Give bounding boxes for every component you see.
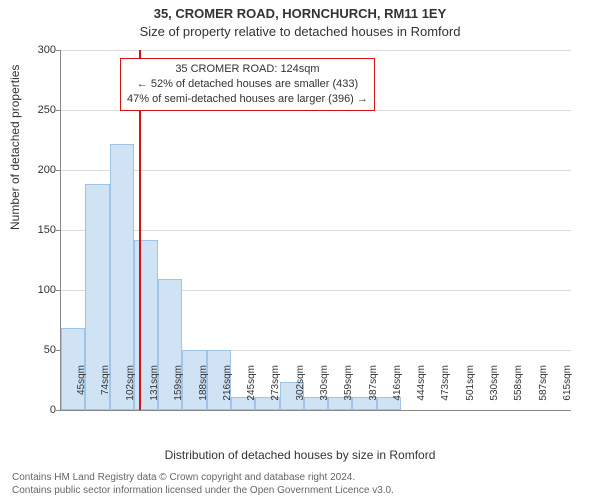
y-tick-mark <box>56 410 61 411</box>
x-tick-label: 501sqm <box>465 365 476 415</box>
annotation-line2: ← 52% of detached houses are smaller (43… <box>127 77 368 92</box>
histogram-chart: 35 CROMER ROAD: 124sqm ← 52% of detached… <box>60 50 570 410</box>
x-tick-label: 558sqm <box>513 365 524 415</box>
y-tick-label: 300 <box>38 44 56 56</box>
y-tick-label: 50 <box>44 344 56 356</box>
gridline <box>61 170 571 171</box>
x-tick-label: 587sqm <box>538 365 549 415</box>
footer-copyright-2: Contains public sector information licen… <box>12 485 394 496</box>
x-tick-label: 359sqm <box>343 365 354 415</box>
x-axis-label: Distribution of detached houses by size … <box>0 448 600 462</box>
x-tick-label: 530sqm <box>489 365 500 415</box>
footer-copyright-1: Contains HM Land Registry data © Crown c… <box>12 472 355 483</box>
y-tick-label: 150 <box>38 224 56 236</box>
x-tick-label: 159sqm <box>173 365 184 415</box>
gridline <box>61 50 571 51</box>
y-tick-label: 250 <box>38 104 56 116</box>
x-tick-label: 302sqm <box>295 365 306 415</box>
y-tick-mark <box>56 110 61 111</box>
x-tick-label: 188sqm <box>198 365 209 415</box>
y-tick-mark <box>56 290 61 291</box>
title-address: 35, CROMER ROAD, HORNCHURCH, RM11 1EY <box>0 6 600 21</box>
x-tick-label: 131sqm <box>149 365 160 415</box>
x-tick-label: 245sqm <box>246 365 257 415</box>
y-axis-label: Number of detached properties <box>8 65 22 230</box>
x-tick-label: 473sqm <box>440 365 451 415</box>
x-tick-label: 102sqm <box>125 365 136 415</box>
annotation-line3: 47% of semi-detached houses are larger (… <box>127 92 368 107</box>
y-tick-mark <box>56 170 61 171</box>
y-tick-mark <box>56 230 61 231</box>
y-tick-label: 0 <box>50 404 56 416</box>
x-tick-label: 216sqm <box>222 365 233 415</box>
x-tick-label: 273sqm <box>270 365 281 415</box>
y-tick-mark <box>56 50 61 51</box>
annotation-box: 35 CROMER ROAD: 124sqm ← 52% of detached… <box>120 58 375 111</box>
gridline <box>61 230 571 231</box>
y-tick-label: 200 <box>38 164 56 176</box>
x-tick-label: 74sqm <box>100 365 111 415</box>
x-tick-label: 45sqm <box>76 365 87 415</box>
x-tick-label: 416sqm <box>392 365 403 415</box>
annotation-line1: 35 CROMER ROAD: 124sqm <box>127 62 368 77</box>
x-tick-label: 387sqm <box>368 365 379 415</box>
x-tick-label: 444sqm <box>416 365 427 415</box>
x-tick-label: 615sqm <box>562 365 573 415</box>
y-tick-label: 100 <box>38 284 56 296</box>
title-subtitle: Size of property relative to detached ho… <box>0 24 600 39</box>
x-tick-label: 330sqm <box>319 365 330 415</box>
